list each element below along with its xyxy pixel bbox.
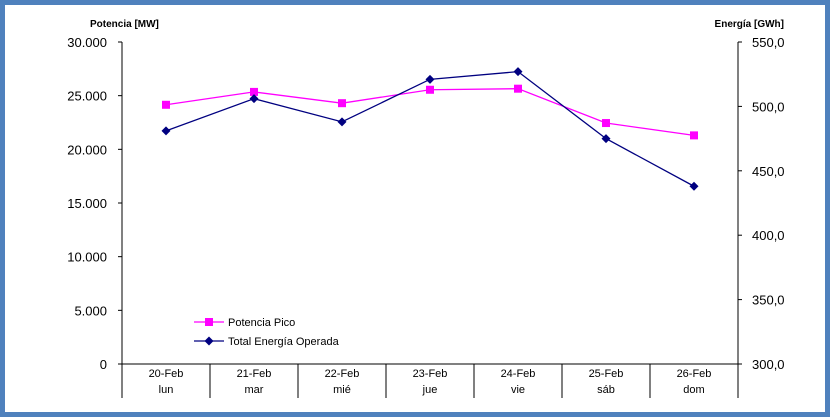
left-axis-tick-label: 20.000 [67, 142, 107, 157]
category-day-label: dom [683, 384, 704, 396]
left-axis-tick-label: 25.000 [67, 89, 107, 104]
data-point-energia-operada [337, 117, 347, 127]
category-date-label: 21-Feb [237, 368, 272, 380]
data-point-energia-operada [161, 126, 171, 136]
category-date-label: 24-Feb [501, 368, 536, 380]
category-date-label: 22-Feb [325, 368, 360, 380]
category-date-label: 25-Feb [589, 368, 624, 380]
legend-marker-energia-operada [204, 336, 214, 346]
category-day-label: vie [511, 384, 525, 396]
category-day-label: mar [245, 384, 264, 396]
category-labels: 20-Feb lun 21-Feb mar 22-Feb mié 23-Feb jue 24-F… [149, 368, 712, 396]
data-point-energia-operada [601, 134, 611, 144]
category-day-label: lun [159, 384, 174, 396]
data-point-potencia-pico [250, 87, 258, 96]
category-day-label: mié [333, 384, 351, 396]
data-point-potencia-pico [514, 84, 522, 93]
data-point-potencia-pico [426, 85, 434, 94]
series-layer [161, 67, 699, 191]
category-date-label: 26-Feb [677, 368, 712, 380]
legend-label-energia-operada: Total Energía Operada [228, 336, 340, 348]
data-point-energia-operada [249, 94, 259, 104]
right-axis-tick-label: 400,0 [752, 228, 785, 243]
right-axis-title: Energía [GWh] [715, 19, 784, 30]
category-day-label: jue [422, 384, 438, 396]
series-line-potencia-pico [165, 88, 695, 137]
axes: 0 5.000 10.000 15.000 20.000 25.000 30.000 300,… [67, 35, 785, 398]
legend-marker-potencia-pico [205, 318, 213, 326]
category-day-label: sáb [597, 384, 615, 396]
data-point-energia-operada [513, 67, 523, 77]
data-point-energia-operada [425, 74, 435, 84]
category-date-label: 23-Feb [413, 368, 448, 380]
category-date-label: 20-Feb [149, 368, 184, 380]
right-axis-tick-label: 500,0 [752, 99, 785, 114]
legend-label-potencia-pico: Potencia Pico [228, 317, 295, 329]
left-axis-tick-label: 15.000 [67, 196, 107, 211]
right-axis-tick-label: 300,0 [752, 357, 785, 372]
data-point-potencia-pico [602, 119, 610, 128]
data-point-potencia-pico [690, 131, 698, 140]
right-axis-tick-label: 350,0 [752, 293, 785, 308]
data-point-potencia-pico [162, 100, 170, 109]
left-axis-tick-label: 10.000 [67, 250, 107, 265]
data-point-energia-operada [689, 181, 699, 191]
left-axis-tick-label: 0 [100, 357, 107, 372]
legend: Potencia Pico Total Energía Operada [194, 317, 340, 348]
right-axis-tick-label: 450,0 [752, 164, 785, 179]
left-axis-tick-label: 30.000 [67, 35, 107, 50]
left-axis-title: Potencia [MW] [90, 19, 159, 30]
left-axis-tick-label: 5.000 [74, 303, 107, 318]
data-point-potencia-pico [338, 99, 346, 108]
right-axis-tick-label: 550,0 [752, 35, 785, 50]
